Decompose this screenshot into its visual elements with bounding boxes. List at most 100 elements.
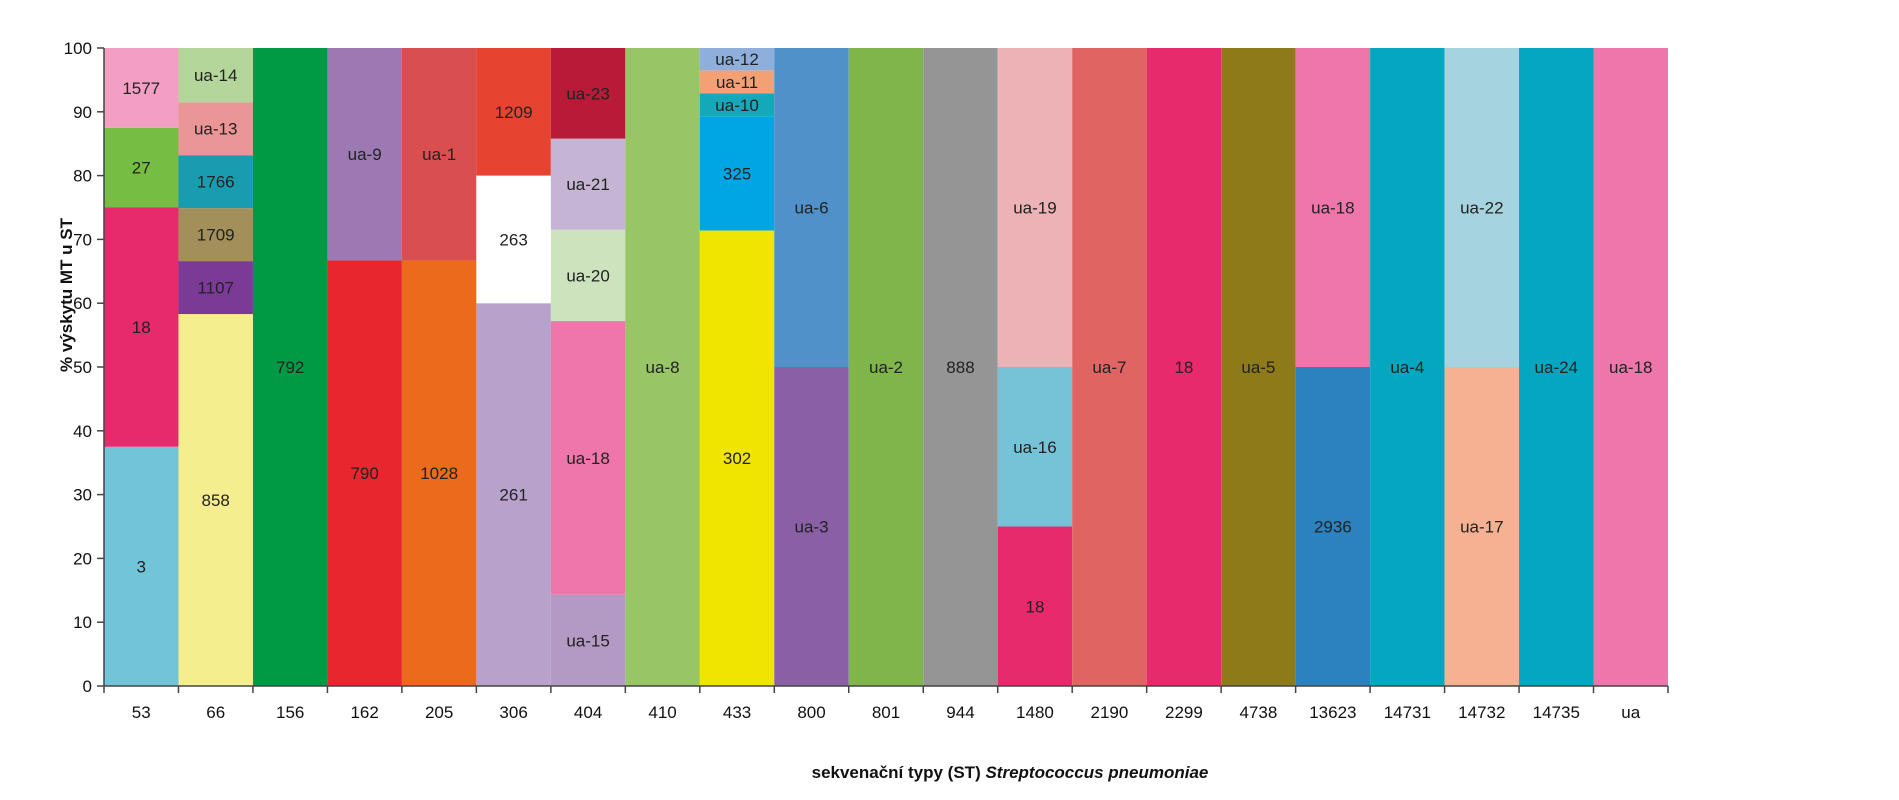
bar-segment (997, 367, 1073, 527)
x-tick-label: 801 (872, 703, 900, 722)
bar-segment (550, 594, 626, 686)
x-tick-label: 410 (648, 703, 676, 722)
x-tick-label: 404 (574, 703, 602, 722)
bar-segment (848, 48, 924, 686)
x-tick-label: 53 (132, 703, 151, 722)
y-tick-label: 10 (73, 613, 92, 632)
bar-segment (178, 314, 253, 686)
segment-label: ua-23 (566, 84, 609, 103)
bar-segment (997, 48, 1073, 367)
segment-label: 3 (137, 557, 146, 576)
segment-label: 325 (723, 164, 751, 183)
x-tick-label: ua (1621, 703, 1640, 722)
bar-segment (1072, 48, 1147, 686)
bar-segment (699, 93, 775, 117)
bar-segment (1444, 367, 1520, 686)
segment-label: ua-9 (348, 145, 382, 164)
segment-label: 888 (946, 358, 974, 377)
segment-label: ua-4 (1390, 358, 1424, 377)
segment-label: 1028 (420, 464, 458, 483)
segment-label: 1209 (495, 103, 533, 122)
y-tick-label: 90 (73, 103, 92, 122)
segment-label: 1709 (197, 226, 235, 245)
bar-segment (252, 48, 328, 686)
segment-label: ua-19 (1013, 199, 1056, 218)
bar-segment (476, 303, 551, 686)
segment-label: ua-7 (1092, 358, 1126, 377)
segment-label: ua-24 (1535, 358, 1578, 377)
bar-segment (699, 230, 775, 686)
segment-label: ua-2 (869, 358, 903, 377)
segment-label: 261 (499, 486, 527, 505)
y-tick-label: 70 (73, 230, 92, 249)
segment-label: ua-14 (194, 66, 237, 85)
x-axis-title: sekvenační typy (ST) Streptococcus pneum… (812, 763, 1209, 782)
y-tick-label: 40 (73, 422, 92, 441)
bar-segment (774, 367, 849, 686)
bar-segment (401, 48, 477, 261)
segment-label: 18 (132, 318, 151, 337)
x-tick-label: 14732 (1458, 703, 1505, 722)
bar-segment (1370, 48, 1445, 686)
x-tick-label: 14731 (1384, 703, 1431, 722)
segment-label: 1577 (122, 79, 160, 98)
bar-segment (923, 48, 998, 686)
bar-segment (625, 48, 700, 686)
x-tick-label: 14735 (1533, 703, 1580, 722)
segment-label: ua-15 (566, 631, 609, 650)
bar-segment (1444, 48, 1520, 367)
y-tick-label: 80 (73, 167, 92, 186)
bar-segment (699, 116, 775, 231)
y-tick-label: 100 (64, 39, 92, 58)
bar-segment (104, 48, 179, 128)
bar-segment (550, 138, 626, 230)
x-axis-title-species: Streptococcus pneumoniae (985, 763, 1208, 782)
segment-label: 263 (499, 230, 527, 249)
bar-segment (1295, 48, 1371, 367)
segment-label: ua-20 (566, 266, 609, 285)
segment-label: 18 (1174, 358, 1193, 377)
bar-segment (1593, 48, 1668, 686)
bar-segment (327, 260, 402, 686)
x-tick-label: 205 (425, 703, 453, 722)
x-ticks-group: 53 66 156 162 205 306 404 410 433 800 801 944 1480 21… (103, 686, 1669, 722)
segment-label: ua-22 (1460, 199, 1503, 218)
segment-label: ua-18 (1311, 199, 1354, 218)
segment-label: 18 (1025, 597, 1044, 616)
x-tick-label: 13623 (1309, 703, 1356, 722)
x-tick-label: 306 (499, 703, 527, 722)
x-tick-label: 944 (946, 703, 974, 722)
bar-segment (178, 261, 253, 315)
x-tick-label: 800 (797, 703, 825, 722)
segment-label: ua-5 (1241, 358, 1275, 377)
bar-segment (550, 321, 626, 595)
x-tick-label: 1480 (1016, 703, 1054, 722)
y-tick-label: 30 (73, 486, 92, 505)
segment-label: ua-10 (715, 96, 758, 115)
bar-segment (1146, 48, 1222, 686)
segment-label: 1766 (197, 173, 235, 192)
bar-segment (1221, 48, 1296, 686)
bar-segment (327, 48, 402, 261)
bar-segment (178, 48, 253, 103)
segment-label: 790 (350, 464, 378, 483)
segment-label: 27 (132, 159, 151, 178)
segment-label: 302 (723, 449, 751, 468)
bar-segment (997, 526, 1073, 686)
segment-label: ua-17 (1460, 518, 1503, 537)
segment-label: ua-6 (795, 199, 829, 218)
x-tick-label: 4738 (1239, 703, 1277, 722)
x-tick-label: 433 (723, 703, 751, 722)
segment-label: 1107 (197, 279, 234, 298)
bar-segment (401, 260, 477, 686)
segment-label: ua-13 (194, 120, 237, 139)
bar-segment (104, 207, 179, 447)
bar-segment (1295, 367, 1371, 686)
bar-segment (476, 48, 551, 176)
segment-label: ua-8 (646, 358, 680, 377)
y-axis-title: % výskytu MT u ST (57, 217, 76, 372)
y-ticks-group: 0 10 20 30 40 50 60 70 80 90 100 (64, 39, 104, 696)
bar-segment (550, 48, 626, 139)
y-tick-label: 50 (73, 358, 92, 377)
segment-label: 2936 (1314, 518, 1352, 537)
